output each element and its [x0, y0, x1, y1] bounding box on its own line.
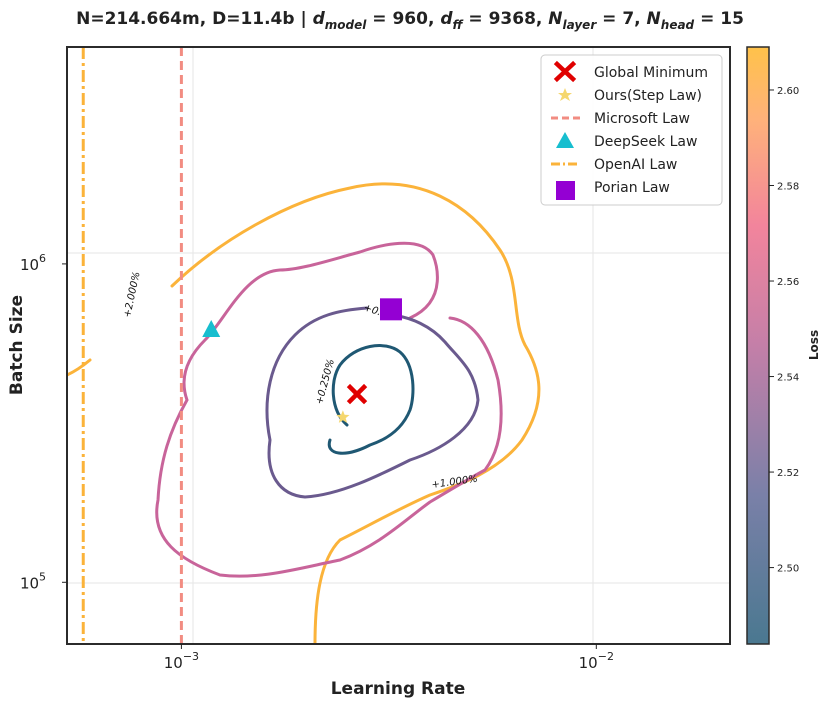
x-tick-label-1: 10−2: [579, 650, 614, 672]
colorbar-tick-label-0: 2.50: [777, 564, 799, 575]
x-axis-ticks: 10−3 10−2: [164, 644, 614, 672]
legend-x-icon: [553, 60, 577, 83]
legend-ours: Ours(Step Law): [558, 88, 702, 104]
x-tick-label-0: 10−3: [164, 650, 199, 672]
contour-line-0p25pct: [265, 306, 480, 499]
contours: [67, 182, 541, 644]
legend-label-porian: Porian Law: [594, 180, 670, 196]
legend-label-openai: OpenAI Law: [594, 157, 677, 173]
y-axis-label: Batch Size: [7, 295, 27, 395]
y-tick-label-1: 106: [20, 252, 46, 274]
reference-lines: [81, 47, 183, 644]
marker-deepseek-law: [202, 320, 221, 338]
legend-label-ours: Ours(Step Law): [594, 88, 702, 104]
legend-square-icon: [556, 181, 575, 200]
legend-triangle-icon: [556, 132, 574, 148]
legend-microsoft: Microsoft Law: [551, 111, 690, 127]
x-axis-label: Learning Rate: [331, 679, 466, 699]
marker-ours-step-law-: [336, 410, 350, 423]
colorbar-tick-label-4: 2.58: [777, 182, 799, 193]
legend-label-microsoft: Microsoft Law: [594, 111, 690, 127]
marker-porian-law: [379, 298, 402, 321]
plot-frame: [66, 46, 731, 645]
contour-line-0p5pct: [155, 241, 503, 578]
legend-box: [540, 54, 723, 206]
colorbar-tick-label-3: 2.56: [777, 277, 799, 288]
marker-global-minimum: [346, 383, 368, 405]
colorbar-tick-label-5: 2.60: [777, 86, 799, 97]
colorbar-label: Loss: [807, 330, 821, 360]
colorbar-ticks: 2.50 2.52 2.54 2.56 2.58 2.60: [769, 86, 799, 575]
legend-label-global-minimum: Global Minimum: [594, 65, 708, 81]
legend: Global Minimum Ours(Step Law) Microsoft …: [540, 54, 723, 206]
colorbar-gradient: [746, 46, 770, 645]
markers: [202, 298, 402, 423]
contour-label-2pct: +2.000%: [122, 271, 142, 319]
y-axis-ticks: 105 106: [20, 252, 67, 592]
legend-global-minimum: Global Minimum: [553, 60, 708, 83]
colorbar: 2.50 2.52 2.54 2.56 2.58 2.60 Loss: [746, 46, 821, 645]
colorbar-tick-label-1: 2.52: [777, 468, 799, 479]
legend-openai: OpenAI Law: [551, 157, 677, 173]
contour-labels: +2.000% +0.250% +0.5 +1.000%: [122, 271, 478, 491]
legend-star-icon: [558, 88, 572, 101]
chart-title: N=214.664m, D=11.4b | dmodel = 960, dff …: [76, 9, 744, 32]
legend-deepseek: DeepSeek Law: [556, 132, 697, 150]
legend-porian: Porian Law: [556, 180, 670, 200]
contour-line-1pct: [170, 182, 541, 644]
y-tick-label-0: 105: [20, 570, 46, 592]
contour-line-outer-left: [67, 358, 92, 377]
contour-line-min: [327, 344, 415, 455]
colorbar-tick-label-2: 2.54: [777, 373, 799, 384]
legend-label-deepseek: DeepSeek Law: [594, 134, 697, 150]
